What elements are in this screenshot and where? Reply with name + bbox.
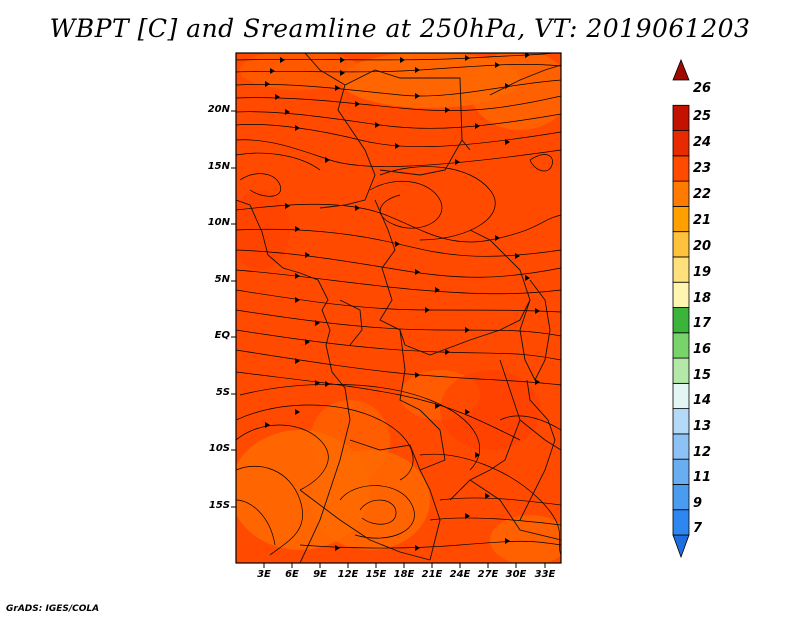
lat-label-15n: 15N [207,161,230,172]
colorbar-label: 7 [693,521,703,536]
map-title: WBPT [C] and Sreamline at 250hPa, VT: 20… [49,14,751,43]
colorbar-label: 9 [693,496,703,511]
lat-label-5n: 5N [214,274,230,285]
plot-frame [235,52,562,564]
colorbar-label: 13 [693,419,712,434]
colorbar-swatch [672,307,690,334]
colorbar-swatch [672,155,690,182]
lon-label-27e: 27E [477,569,499,580]
lat-label-10s: 10S [208,443,230,454]
streamlines [236,53,561,556]
colorbar-label: 25 [693,109,712,124]
colorbar-swatch [672,484,690,511]
colorbar-label: 14 [693,393,712,408]
lon-label-6e: 6E [285,569,299,580]
temperature-field [236,53,561,563]
lat-label-eq: EQ [214,330,230,341]
colorbar-label: 17 [693,316,712,331]
lon-label-18e: 18E [393,569,415,580]
colorbar-swatch [672,205,690,233]
colorbar-swatch [672,332,690,359]
colorbar-swatch [672,433,690,460]
colorbar-swatch [672,231,690,258]
lon-label-30e: 30E [505,569,527,580]
colorbar-label: 21 [693,213,712,228]
axis-ticks [231,110,546,568]
lon-label-15e: 15E [365,569,387,580]
grads-credit: GrADS: IGES/COLA [6,604,100,614]
colorbar-label: 24 [693,135,712,150]
colorbar-label: 15 [693,368,712,383]
colorbar-swatch [672,180,690,207]
colorbar-label: 26 [693,81,712,96]
colorbar-label: 12 [693,445,712,460]
country-borders [236,53,561,563]
lat-label-15s: 15S [208,500,230,511]
colorbar-label: 18 [693,291,712,306]
lon-label-12e: 12E [337,569,359,580]
colorbar-swatch [672,357,690,384]
colorbar-swatch [672,256,690,283]
lat-label-10n: 10N [207,217,230,228]
colorbar-swatch [672,509,690,536]
colorbar-label: 23 [693,161,712,176]
colorbar-swatch [672,58,690,81]
colorbar-swatch [672,382,690,410]
lon-label-24e: 24E [449,569,471,580]
colorbar [672,58,690,559]
colorbar-swatch [672,130,690,157]
colorbar-label: 11 [693,470,712,485]
colorbar-label: 19 [693,265,712,280]
lat-label-5s: 5S [215,387,230,398]
colorbar-label: 22 [693,187,712,202]
lon-label-33e: 33E [534,569,556,580]
lon-label-9e: 9E [313,569,327,580]
lon-label-3e: 3E [257,569,271,580]
colorbar-label: 20 [693,239,712,254]
colorbar-swatch [672,408,690,435]
colorbar-swatch [672,281,690,308]
lat-label-20n: 20N [207,104,230,115]
colorbar-label: 16 [693,342,712,357]
lon-label-21e: 21E [421,569,443,580]
colorbar-swatch [672,104,690,131]
colorbar-swatch [672,534,690,559]
colorbar-swatch [672,458,690,485]
streamline-arrows [265,53,540,551]
